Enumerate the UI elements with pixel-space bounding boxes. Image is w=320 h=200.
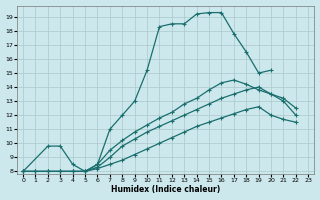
X-axis label: Humidex (Indice chaleur): Humidex (Indice chaleur) [111, 185, 220, 194]
